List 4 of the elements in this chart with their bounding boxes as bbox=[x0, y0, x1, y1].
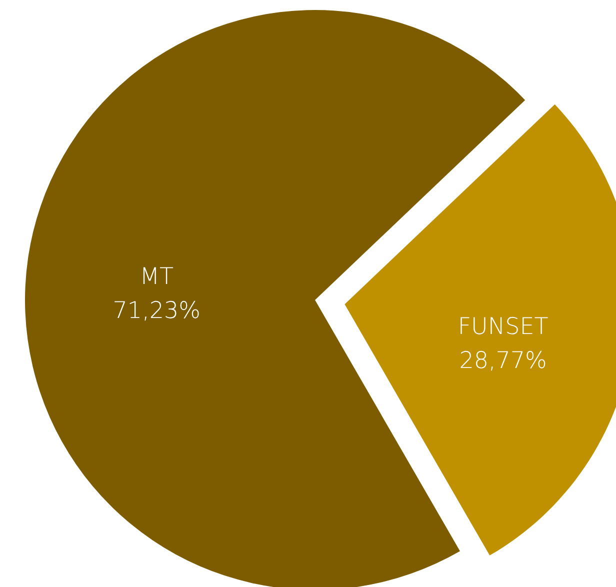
slice-label: FUNSET bbox=[458, 314, 548, 340]
data-label: 28,77% bbox=[459, 348, 547, 374]
data-label: 71,23% bbox=[112, 298, 200, 324]
slice-label: MT bbox=[140, 264, 174, 290]
